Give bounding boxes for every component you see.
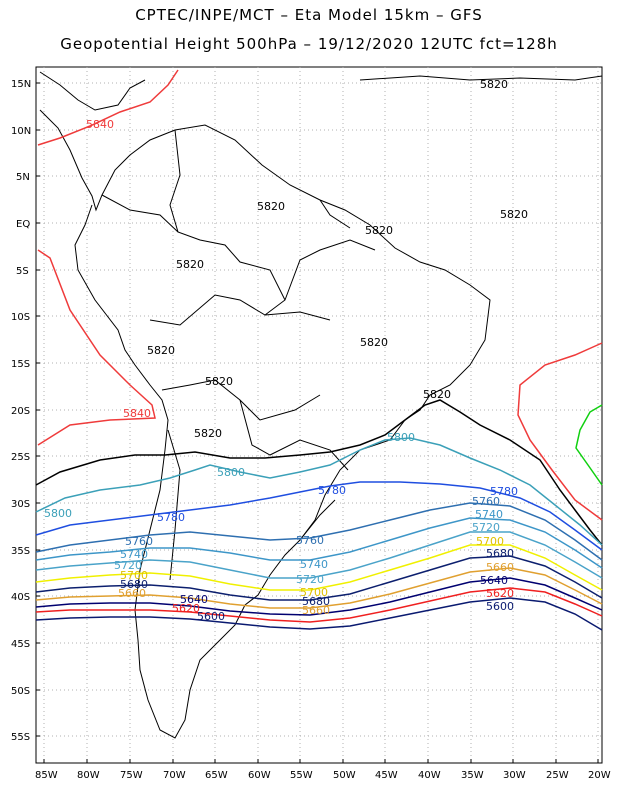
contour-label: 5780 xyxy=(157,511,185,524)
contour-label: 5740 xyxy=(475,508,503,521)
contour-5620 xyxy=(35,587,603,623)
lat-label: 55S xyxy=(11,732,30,743)
contour-5760 xyxy=(35,502,603,561)
lat-label: 45S xyxy=(11,639,30,650)
contour-label: 5780 xyxy=(490,485,518,498)
contour-label: 5820 xyxy=(147,344,175,357)
contour-label: 5820 xyxy=(365,224,393,237)
lon-label: 70W xyxy=(163,770,186,781)
contour-5780 xyxy=(35,481,603,551)
contour-5600 xyxy=(35,597,603,631)
contour-label: 5840 xyxy=(123,407,151,420)
map-title-line2: Geopotential Height 500hPa – 19/12/2020 … xyxy=(60,35,558,53)
contour-5840-north xyxy=(37,69,179,146)
contour-5840-west xyxy=(37,249,156,446)
contour-label: 5800 xyxy=(44,507,72,520)
contour-5660 xyxy=(35,567,603,609)
lon-label: 25W xyxy=(546,770,569,781)
lat-label: 50S xyxy=(11,686,30,697)
contour-label: 5600 xyxy=(197,610,225,623)
contour-5680 xyxy=(35,555,603,601)
contour-label: 5820 xyxy=(423,388,451,401)
contour-label: 5800 xyxy=(217,466,245,479)
contour-label: 5680 xyxy=(302,595,330,608)
lat-label: 35S xyxy=(11,546,30,557)
lat-label: 30S xyxy=(11,499,30,510)
lat-label: 25S xyxy=(11,452,30,463)
contour-label: 5620 xyxy=(172,602,200,615)
lat-label: 10S xyxy=(11,312,30,323)
lat-label: 10N xyxy=(11,126,31,137)
lat-label: 15S xyxy=(11,359,30,370)
contour-5700 xyxy=(35,544,603,591)
contour-label: 5720 xyxy=(114,559,142,572)
contour-label: 5780 xyxy=(318,484,346,497)
contour-5800 xyxy=(35,437,603,546)
contour-label: 5820 xyxy=(176,258,204,271)
lon-label: 55W xyxy=(290,770,313,781)
lon-label: 80W xyxy=(77,770,100,781)
contour-label: 5820 xyxy=(194,427,222,440)
contour-labels: 5840 5820 5820 5820 5820 5820 5820 5820 … xyxy=(44,78,528,623)
contour-label: 5700 xyxy=(300,586,328,599)
contour-5820 xyxy=(35,399,603,546)
lat-label: 15N xyxy=(11,79,31,90)
contour-label: 5740 xyxy=(300,558,328,571)
contour-label: 5720 xyxy=(472,521,500,534)
contour-label: 5800 xyxy=(387,431,415,444)
lon-label: 35W xyxy=(461,770,484,781)
contour-5740 xyxy=(35,517,603,569)
contour-label: 5660 xyxy=(118,587,146,600)
contour-label: 5760 xyxy=(296,534,324,547)
contour-label: 5660 xyxy=(302,604,330,617)
lon-label: 85W xyxy=(35,770,58,781)
contour-label: 5760 xyxy=(125,535,153,548)
contour-label: 5680 xyxy=(120,578,148,591)
lon-label: 40W xyxy=(418,770,441,781)
contour-label: 5700 xyxy=(476,535,504,548)
lon-label: 20W xyxy=(588,770,611,781)
map-title-line1: CPTEC/INPE/MCT – Eta Model 15km – GFS xyxy=(135,6,483,24)
map-frame xyxy=(35,66,603,764)
contour-label: 5820 xyxy=(500,208,528,221)
contour-label: 5820 xyxy=(205,375,233,388)
contour-5840-east xyxy=(517,342,603,521)
lat-labels: 15N 10N 5N EQ 5S 10S 15S 20S 25S 30S 35S… xyxy=(11,79,31,743)
contour-5640 xyxy=(35,577,603,616)
contour-green-east xyxy=(575,404,603,486)
lon-label: 50W xyxy=(333,770,356,781)
contour-label: 5820 xyxy=(480,78,508,91)
lat-grid xyxy=(36,82,602,737)
lon-label: 60W xyxy=(248,770,271,781)
contour-label: 5620 xyxy=(486,587,514,600)
lon-label: 75W xyxy=(120,770,143,781)
contour-5720 xyxy=(35,531,603,579)
contour-label: 5760 xyxy=(472,495,500,508)
contour-label: 5600 xyxy=(486,600,514,613)
contour-label: 5640 xyxy=(180,593,208,606)
lon-label: 30W xyxy=(503,770,526,781)
contour-label: 5680 xyxy=(486,547,514,560)
contour-label: 5640 xyxy=(480,574,508,587)
lon-label: 45W xyxy=(375,770,398,781)
contours xyxy=(35,69,603,631)
contour-label: 5740 xyxy=(120,548,148,561)
contour-label: 5820 xyxy=(360,336,388,349)
lat-label: 20S xyxy=(11,406,30,417)
contour-label: 5700 xyxy=(120,569,148,582)
contour-label: 5720 xyxy=(296,573,324,586)
lat-label: EQ xyxy=(16,219,30,230)
lon-label: 65W xyxy=(205,770,228,781)
coastline xyxy=(39,71,603,739)
lon-grid xyxy=(43,67,599,763)
lat-label: 5N xyxy=(16,172,30,183)
lon-labels: 85W 80W 75W 70W 65W 60W 55W 50W 45W 40W … xyxy=(35,770,611,781)
contour-label: 5820 xyxy=(257,200,285,213)
lat-label: 5S xyxy=(16,266,29,277)
contour-label: 5660 xyxy=(486,561,514,574)
lat-label: 40S xyxy=(11,592,30,603)
axis-ticks xyxy=(36,82,599,763)
contour-label: 5840 xyxy=(86,118,114,131)
